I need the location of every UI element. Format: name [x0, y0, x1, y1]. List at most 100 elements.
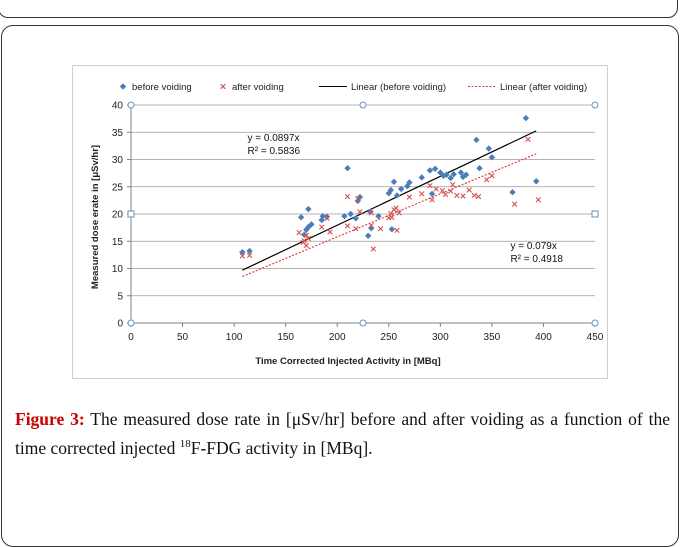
x-tick-label: 200 — [329, 332, 346, 343]
data-point-after-voiding — [396, 210, 402, 216]
data-point-before-voiding — [323, 213, 331, 220]
y-tick-label: 10 — [112, 264, 124, 275]
data-point-after-voiding — [368, 222, 374, 229]
data-point-after-voiding — [484, 176, 490, 183]
data-point-before-voiding — [476, 165, 483, 172]
data-point-before-voiding — [462, 171, 470, 178]
legend-label: Linear (before voiding) — [351, 82, 446, 93]
data-point-after-voiding — [406, 194, 413, 200]
equation-before-voiding: R² = 0.5836 — [248, 146, 301, 157]
data-point-after-voiding — [344, 193, 351, 200]
data-point-before-voiding — [308, 221, 315, 228]
legend-marker-before-voiding — [119, 83, 127, 90]
data-point-before-voiding — [305, 205, 312, 213]
x-tick-label: 450 — [587, 332, 604, 343]
data-point-before-voiding — [344, 165, 351, 172]
x-tick-label: 350 — [484, 332, 501, 343]
equation-after-voiding: R² = 0.4918 — [510, 254, 563, 265]
data-point-before-voiding — [341, 212, 348, 220]
data-point-before-voiding — [450, 171, 457, 178]
data-point-after-voiding — [368, 210, 374, 216]
data-point-after-voiding — [327, 229, 333, 235]
x-tick-label: 150 — [277, 332, 294, 343]
data-point-after-voiding — [319, 224, 325, 230]
x-axis-title: Time Corrected Injected Activity in [MBq… — [255, 356, 440, 367]
data-point-after-voiding — [246, 252, 253, 259]
data-point-before-voiding — [319, 212, 326, 220]
data-point-after-voiding — [427, 182, 433, 189]
y-tick-label: 25 — [112, 182, 124, 193]
data-point-before-voiding — [426, 167, 434, 174]
data-point-after-voiding — [447, 188, 454, 194]
data-point-before-voiding — [443, 171, 450, 178]
caption-label: Figure 3: — [15, 409, 85, 429]
selection-handle — [127, 101, 135, 109]
data-point-before-voiding — [428, 190, 436, 198]
data-point-after-voiding — [355, 196, 361, 202]
data-point-before-voiding — [397, 185, 405, 193]
header-frame — [0, 0, 678, 18]
x-tick-label: 300 — [432, 332, 449, 343]
chart-container[interactable]: 0 5 10 15 20 25 30 35 40 0 50 100 150 200 250 300 350 400… — [72, 65, 608, 379]
selection-handle — [591, 210, 599, 218]
x-tick-label: 0 — [128, 332, 134, 343]
data-point-after-voiding — [442, 191, 449, 198]
data-point-before-voiding — [393, 192, 401, 199]
data-point-before-voiding — [375, 212, 382, 220]
data-point-after-voiding — [475, 193, 482, 200]
y-tick-label: 30 — [112, 155, 124, 166]
data-point-before-voiding — [431, 165, 439, 172]
x-tick-label: 250 — [380, 332, 397, 343]
legend-label: Linear (after voiding) — [500, 82, 587, 93]
legend-label: after voiding — [232, 82, 284, 93]
y-tick-label: 5 — [117, 291, 123, 302]
figure-caption: Figure 3: The measured dose rate in [μSv… — [15, 407, 670, 461]
data-point-after-voiding — [344, 223, 351, 229]
legend-marker-after-voiding — [220, 83, 226, 90]
y-tick-label: 40 — [112, 101, 124, 112]
data-point-after-voiding — [353, 226, 359, 232]
points-layer — [239, 114, 541, 259]
y-axis-title: Measured dose erate in [μSv/hr] — [90, 145, 101, 289]
data-point-after-voiding — [377, 226, 384, 232]
data-point-after-voiding — [324, 215, 330, 222]
data-point-before-voiding — [473, 136, 480, 144]
data-point-after-voiding — [394, 227, 400, 234]
data-point-before-voiding — [406, 179, 413, 186]
data-point-after-voiding — [305, 235, 312, 242]
data-point-before-voiding — [418, 174, 425, 181]
data-point-before-voiding — [390, 178, 398, 186]
data-point-after-voiding — [393, 205, 399, 211]
caption-text: The measured dose rate in [μSv/hr] befor… — [15, 409, 671, 458]
grid-layer — [131, 104, 595, 297]
legend-label: before voiding — [132, 82, 192, 93]
selection-handle — [127, 319, 135, 327]
data-point-after-voiding — [239, 253, 246, 259]
selection-handle — [127, 210, 135, 218]
data-point-before-voiding — [246, 247, 253, 255]
data-point-after-voiding — [429, 197, 435, 203]
selection-handle — [591, 101, 599, 109]
selection-handle — [591, 319, 599, 327]
trendline-before-voiding — [242, 130, 537, 271]
data-point-after-voiding — [454, 192, 460, 199]
data-point-before-voiding — [522, 114, 530, 122]
data-point-before-voiding — [347, 210, 354, 218]
data-point-after-voiding — [296, 229, 302, 236]
equation-before-voiding: y = 0.0897x — [248, 133, 300, 144]
data-point-after-voiding — [460, 193, 466, 199]
legend: before voiding after voiding Linear (befor… — [119, 82, 587, 93]
x-tick-label: 50 — [177, 332, 189, 343]
x-tick-label: 400 — [535, 332, 552, 343]
data-point-before-voiding — [387, 186, 395, 194]
selection-handles — [127, 101, 599, 327]
data-point-after-voiding — [535, 197, 541, 203]
x-tick-label: 100 — [226, 332, 243, 343]
data-point-after-voiding — [357, 209, 363, 215]
y-tick-label: 35 — [112, 128, 124, 139]
data-point-before-voiding — [457, 169, 465, 176]
text-layer: Time Corrected Injected Activity in [MBq… — [90, 133, 563, 367]
data-point-after-voiding — [511, 201, 518, 207]
data-point-before-voiding — [509, 189, 516, 196]
